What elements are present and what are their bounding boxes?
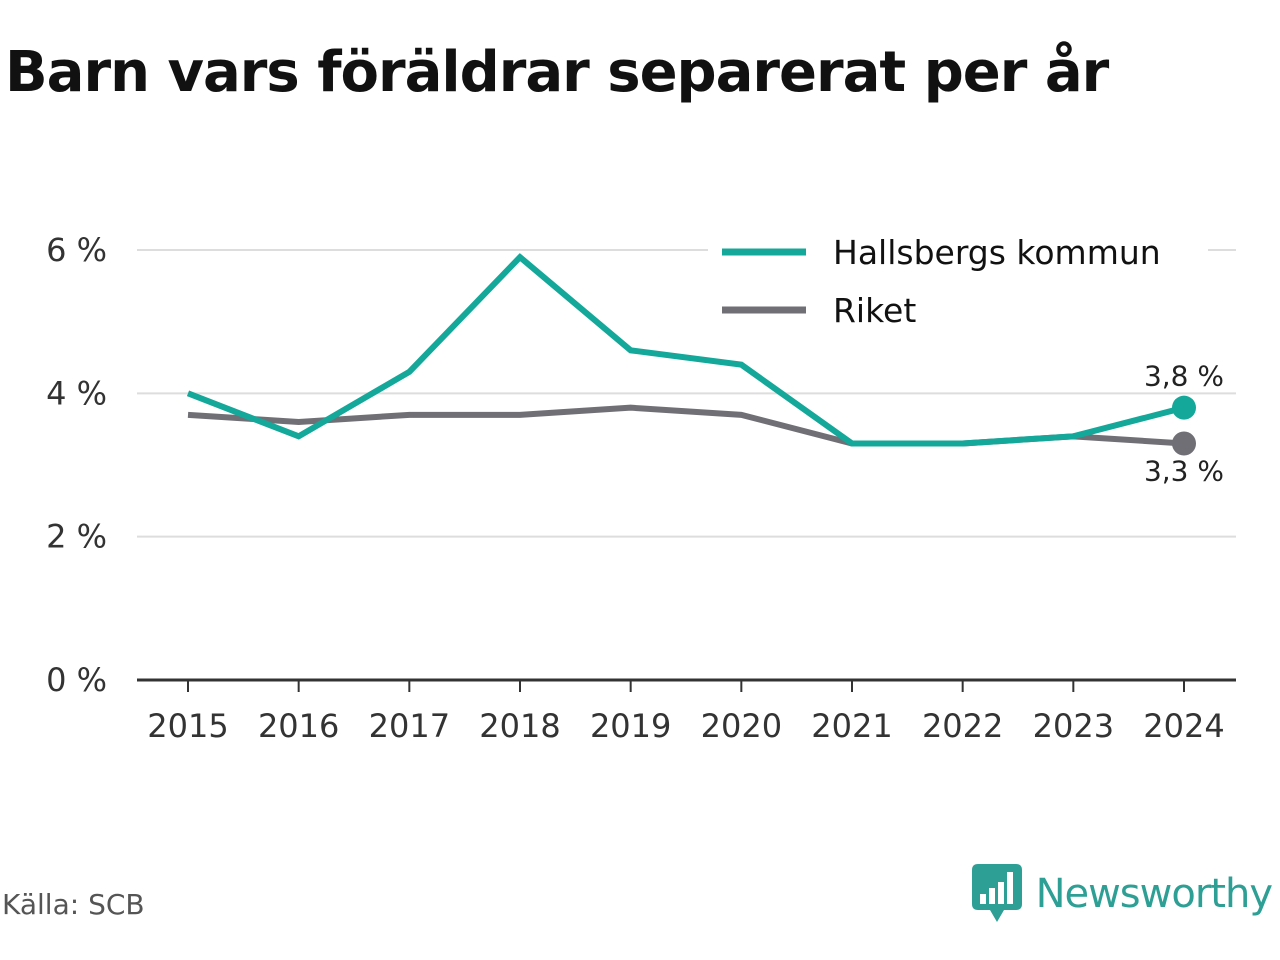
x-axis-ticks: 2015 2016 2017 2018 2019 2020 2021 2022 2023 2024 bbox=[147, 680, 1225, 745]
series-lines: 3,8 % 3,3 % bbox=[186, 253, 1224, 488]
x-tick-label: 2018 bbox=[479, 707, 560, 745]
x-tick-label: 2015 bbox=[147, 707, 228, 745]
end-value-label: 3,3 % bbox=[1144, 455, 1224, 488]
source-note: Källa: SCB bbox=[2, 888, 145, 921]
legend-background bbox=[708, 278, 1208, 330]
x-tick-label: 2016 bbox=[258, 707, 339, 745]
series-line-hallsberg bbox=[186, 253, 1185, 447]
y-tick-label: 0 % bbox=[46, 661, 107, 699]
brand-logo: Newsworthy bbox=[971, 864, 1273, 924]
legend: Hallsbergs kommun Riket bbox=[708, 220, 1208, 330]
series-end-point bbox=[1172, 395, 1196, 420]
legend-label: Riket bbox=[833, 291, 916, 330]
legend-label: Hallsbergs kommun bbox=[833, 233, 1161, 272]
x-tick-label: 2022 bbox=[922, 707, 1003, 745]
chart-title: Barn vars föräldrar separerat per år bbox=[5, 40, 1109, 105]
brand-name: Newsworthy bbox=[1035, 871, 1273, 917]
legend-background bbox=[708, 220, 1208, 272]
x-tick-label: 2020 bbox=[701, 707, 782, 745]
end-value-label: 3,8 % bbox=[1144, 360, 1224, 393]
y-axis-ticks: 0 % 2 % 4 % 6 % bbox=[46, 231, 107, 699]
x-tick-label: 2017 bbox=[369, 707, 450, 745]
newsworthy-logo-icon bbox=[971, 864, 1022, 922]
y-tick-label: 6 % bbox=[46, 231, 107, 269]
series-end-point bbox=[1172, 431, 1196, 456]
y-tick-label: 2 % bbox=[46, 518, 107, 556]
y-tick-label: 4 % bbox=[46, 374, 107, 412]
x-tick-label: 2019 bbox=[590, 707, 671, 745]
x-tick-label: 2023 bbox=[1033, 707, 1114, 745]
x-tick-label: 2021 bbox=[811, 707, 892, 745]
x-tick-label: 2024 bbox=[1143, 707, 1224, 745]
